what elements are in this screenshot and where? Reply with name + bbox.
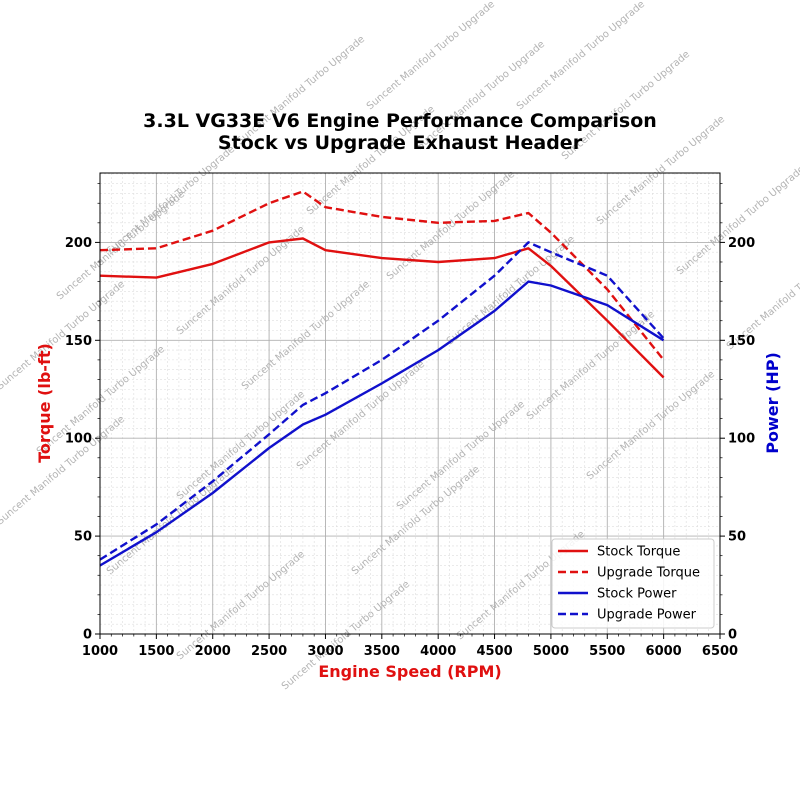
left-y-axis-ticks: 0 50 100 150 200 xyxy=(65,183,100,643)
legend: Stock Torque Upgrade Torque Stock Power Upg… xyxy=(551,538,715,629)
x-tick-label: 6500 xyxy=(702,644,738,659)
series-line-stock-power xyxy=(99,280,665,567)
watermark-text: Suncent Manifold Turbo Upgrade xyxy=(295,359,427,472)
chart-title-line1: 3.3L VG33E V6 Engine Performance Compari… xyxy=(143,110,657,132)
right-y-axis-ticks: 0 50 100 150 200 xyxy=(720,183,755,643)
watermark-text: Suncent Manifold Turbo Upgrade xyxy=(175,389,307,502)
right-y-tick-label: 100 xyxy=(728,432,755,447)
legend-label-stock-torque: Stock Torque xyxy=(597,545,680,560)
watermark-text: Suncent Manifold Turbo Upgrade xyxy=(105,464,237,577)
watermark-text: Suncent Manifold Turbo Upgrade xyxy=(240,279,372,392)
left-y-tick-label: 100 xyxy=(65,432,92,447)
x-tick-label: 5000 xyxy=(533,644,569,659)
legend-label-upgrade-power: Upgrade Power xyxy=(597,608,697,623)
legend-label-upgrade-torque: Upgrade Torque xyxy=(597,566,700,581)
right-y-tick-label: 0 xyxy=(728,628,737,643)
x-tick-label: 6000 xyxy=(646,644,682,659)
series-layer xyxy=(99,190,665,567)
x-axis-ticks: 1000 1500 2000 2500 3000 3500 4000 4500 5000 5500… xyxy=(82,634,738,659)
x-tick-label: 3000 xyxy=(307,644,343,659)
left-y-tick-label: 150 xyxy=(65,334,92,349)
right-y-axis-label: Power (HP) xyxy=(763,352,782,454)
x-tick-label: 4500 xyxy=(476,644,512,659)
right-y-tick-label: 150 xyxy=(728,334,755,349)
x-tick-label: 2000 xyxy=(195,644,231,659)
x-tick-label: 4000 xyxy=(420,644,456,659)
x-tick-label: 3500 xyxy=(364,644,400,659)
x-tick-label: 1500 xyxy=(138,644,174,659)
series-line-upgrade-power xyxy=(99,241,665,561)
watermark-text: Suncent Manifold Turbo Upgrade xyxy=(350,464,482,577)
x-tick-label: 1000 xyxy=(82,644,118,659)
left-y-axis-label: Torque (lb-ft) xyxy=(35,343,54,463)
chart-title-line2: Stock vs Upgrade Exhaust Header xyxy=(218,132,583,154)
legend-label-stock-power: Stock Power xyxy=(597,587,677,602)
left-y-tick-label: 200 xyxy=(65,236,92,251)
watermark-text: Suncent Manifold Turbo Upgrade xyxy=(675,164,800,277)
watermark-text: Suncent Manifold Turbo Upgrade xyxy=(395,399,527,512)
series-line-upgrade-torque xyxy=(99,190,665,361)
x-tick-label: 5500 xyxy=(589,644,625,659)
left-y-tick-label: 50 xyxy=(74,530,92,545)
x-tick-label: 2500 xyxy=(251,644,287,659)
series-line-stock-torque xyxy=(99,237,665,379)
right-y-tick-label: 50 xyxy=(728,530,746,545)
left-y-tick-label: 0 xyxy=(83,628,92,643)
x-axis-label: Engine Speed (RPM) xyxy=(318,662,501,681)
right-y-tick-label: 200 xyxy=(728,236,755,251)
plot-frame xyxy=(99,172,721,635)
watermark-text: Suncent Manifold Turbo Upgrade xyxy=(385,169,517,282)
legend-box xyxy=(551,538,715,629)
